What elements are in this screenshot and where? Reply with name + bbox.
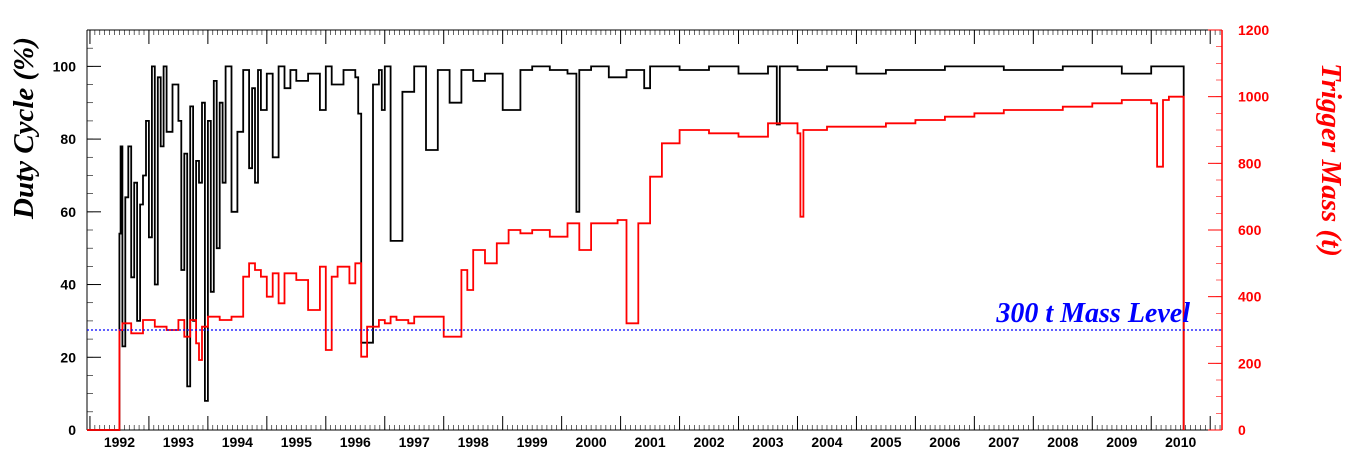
y-left-tick-label: 80 bbox=[60, 131, 76, 147]
y-left-tick-label: 20 bbox=[60, 349, 76, 365]
x-tick-label: 1999 bbox=[517, 434, 548, 450]
x-tick-label: 1995 bbox=[281, 434, 312, 450]
y-left-axis-title: Duty Cycle (%) bbox=[8, 37, 40, 220]
x-tick-label: 1993 bbox=[163, 434, 194, 450]
x-tick-label: 1996 bbox=[340, 434, 371, 450]
x-tick-label: 2003 bbox=[752, 434, 783, 450]
duty-cycle-series bbox=[87, 65, 1185, 431]
y-right-tick-label: 800 bbox=[1238, 155, 1262, 171]
axis-ticks bbox=[87, 29, 1222, 431]
x-tick-label: 1994 bbox=[222, 434, 253, 450]
y-right-tick-label: 0 bbox=[1238, 422, 1246, 438]
x-tick-label: 2001 bbox=[634, 434, 665, 450]
x-tick-label: 2000 bbox=[576, 434, 607, 450]
y-right-axis-labels: 0 200 400 600 800 1000 1200 bbox=[1238, 22, 1269, 438]
y-right-tick-label: 1200 bbox=[1238, 22, 1269, 38]
x-tick-label: 2005 bbox=[870, 434, 901, 450]
x-tick-label: 1992 bbox=[104, 434, 135, 450]
y-right-tick-label: 400 bbox=[1238, 289, 1262, 305]
y-right-tick-label: 1000 bbox=[1238, 89, 1269, 105]
reference-line-label: 300 t Mass Level bbox=[995, 298, 1190, 329]
y-left-axis-labels: 0 20 40 60 80 100 bbox=[53, 58, 77, 438]
y-left-tick-label: 60 bbox=[60, 204, 76, 220]
y-right-axis-title: Trigger Mass (t) bbox=[1315, 63, 1347, 257]
x-tick-label: 1998 bbox=[458, 434, 489, 450]
x-tick-label: 2009 bbox=[1106, 434, 1137, 450]
series-layer bbox=[87, 65, 1185, 431]
x-tick-label: 2010 bbox=[1165, 434, 1196, 450]
x-tick-label: 2002 bbox=[693, 434, 724, 450]
y-right-tick-label: 200 bbox=[1238, 355, 1262, 371]
x-tick-label: 1997 bbox=[399, 434, 430, 450]
trigger-mass-series bbox=[87, 95, 1185, 431]
y-left-tick-label: 40 bbox=[60, 277, 76, 293]
y-right-tick-label: 600 bbox=[1238, 222, 1262, 238]
x-tick-label: 2008 bbox=[1047, 434, 1078, 450]
x-axis-labels: 1992 1993 1994 1995 1996 1997 1998 1999 2000 2001… bbox=[104, 434, 1197, 450]
y-left-tick-label: 0 bbox=[68, 422, 76, 438]
x-tick-label: 2007 bbox=[988, 434, 1019, 450]
x-tick-label: 2004 bbox=[811, 434, 842, 450]
x-tick-label: 2006 bbox=[929, 434, 960, 450]
y-left-tick-label: 100 bbox=[53, 58, 77, 74]
